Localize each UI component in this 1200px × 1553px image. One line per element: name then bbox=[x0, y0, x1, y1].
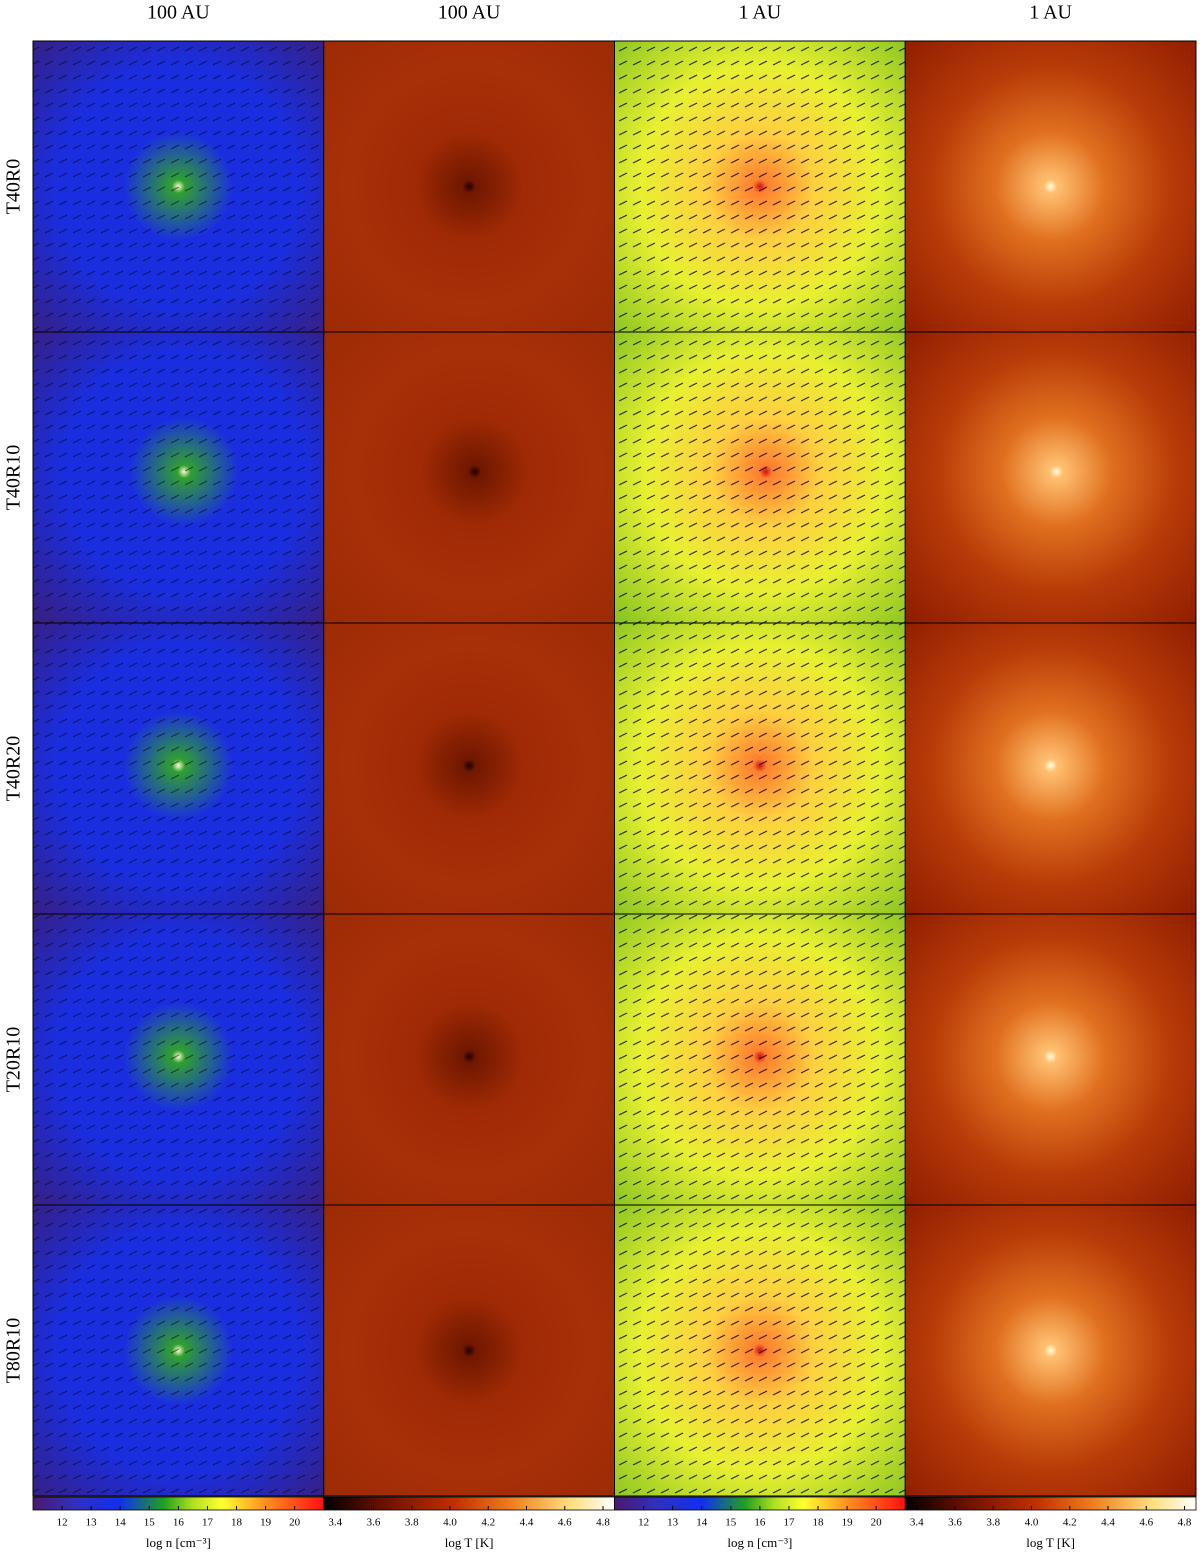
simulation-panel bbox=[323, 332, 615, 623]
simulation-panel bbox=[323, 41, 615, 332]
colorbar-tick-label: 19 bbox=[260, 1517, 272, 1529]
velocity-arrows bbox=[33, 1205, 324, 1496]
velocity-arrows bbox=[614, 332, 906, 623]
simulation-panel bbox=[905, 623, 1196, 914]
colorbar-tick-label: 15 bbox=[144, 1517, 156, 1529]
column-title: 100 AU bbox=[147, 2, 210, 24]
row-label: T80R10 bbox=[3, 1318, 25, 1384]
colorbar-tick-label: 4.0 bbox=[1025, 1517, 1039, 1529]
colorbar-label: log T [K] bbox=[1026, 1535, 1075, 1550]
colorbar-tick-label: 4.8 bbox=[1178, 1517, 1192, 1529]
colorbar-tick-label: 12 bbox=[57, 1517, 68, 1529]
colorbar-tick-label: 12 bbox=[638, 1517, 649, 1529]
simulation-panel bbox=[905, 41, 1196, 332]
row-label: T40R0 bbox=[3, 159, 25, 215]
velocity-arrows bbox=[33, 914, 324, 1205]
colorbar-tick-label: 3.8 bbox=[405, 1517, 419, 1529]
colorbar-tick-label: 16 bbox=[754, 1517, 766, 1529]
row-label: T20R10 bbox=[3, 1027, 25, 1093]
colorbar-tick-label: 14 bbox=[115, 1517, 127, 1529]
panel-border bbox=[904, 1204, 1197, 1497]
colorbar-tick-label: 17 bbox=[783, 1517, 795, 1529]
colorbar-tick-label: 3.6 bbox=[948, 1517, 962, 1529]
colorbar-tick-label: 19 bbox=[842, 1517, 854, 1529]
colorbar-tick-label: 4.6 bbox=[558, 1517, 572, 1529]
velocity-arrows bbox=[33, 623, 324, 914]
simulation-panel bbox=[905, 1205, 1196, 1496]
colorbar-tick-label: 4.6 bbox=[1139, 1517, 1153, 1529]
simulation-panel bbox=[323, 914, 615, 1205]
colorbar-tick-label: 4.2 bbox=[1063, 1517, 1077, 1529]
column-title: 1 AU bbox=[1029, 2, 1072, 24]
simulation-panel bbox=[323, 623, 615, 914]
colorbar-tick-label: 18 bbox=[813, 1517, 825, 1529]
velocity-arrows bbox=[614, 41, 906, 332]
column-title: 100 AU bbox=[438, 2, 501, 24]
colorbar bbox=[323, 1496, 615, 1511]
colorbar-tick-label: 16 bbox=[173, 1517, 185, 1529]
simulation-panel bbox=[323, 1205, 615, 1496]
colorbar-tick-label: 4.4 bbox=[1101, 1517, 1115, 1529]
colorbar-label: log n [cm⁻³] bbox=[727, 1535, 792, 1550]
simulation-panel bbox=[905, 332, 1196, 623]
colorbar-tick-label: 4.8 bbox=[596, 1517, 610, 1529]
colorbar-label: log n [cm⁻³] bbox=[146, 1535, 211, 1550]
colorbar-tick-label: 17 bbox=[202, 1517, 214, 1529]
colorbar-tick-label: 3.6 bbox=[367, 1517, 381, 1529]
velocity-arrows bbox=[614, 1205, 906, 1496]
colorbar-tick-label: 20 bbox=[289, 1517, 301, 1529]
colorbar bbox=[904, 1496, 1197, 1511]
colorbar-tick-label: 4.2 bbox=[481, 1517, 495, 1529]
row-label: T40R20 bbox=[3, 736, 25, 802]
velocity-arrows bbox=[33, 41, 324, 332]
colorbar-tick-label: 3.4 bbox=[328, 1517, 342, 1529]
colorbar-tick-label: 13 bbox=[86, 1517, 98, 1529]
colorbar-tick-label: 13 bbox=[667, 1517, 679, 1529]
column-title: 1 AU bbox=[738, 2, 781, 24]
colorbar-tick-label: 18 bbox=[231, 1517, 243, 1529]
row-label: T40R10 bbox=[3, 445, 25, 511]
colorbar-tick-label: 4.4 bbox=[520, 1517, 534, 1529]
colorbar-tick-label: 20 bbox=[871, 1517, 883, 1529]
velocity-arrows bbox=[33, 332, 324, 623]
colorbar-tick-label: 3.4 bbox=[910, 1517, 924, 1529]
colorbar-tick-label: 3.8 bbox=[986, 1517, 1000, 1529]
colorbar-tick-label: 4.0 bbox=[443, 1517, 457, 1529]
velocity-arrows bbox=[614, 623, 906, 914]
colorbar-tick-label: 15 bbox=[725, 1517, 737, 1529]
simulation-panel bbox=[905, 914, 1196, 1205]
colorbar-label: log T [K] bbox=[445, 1535, 494, 1550]
colorbar-tick-label: 14 bbox=[696, 1517, 708, 1529]
velocity-arrows bbox=[614, 914, 906, 1205]
